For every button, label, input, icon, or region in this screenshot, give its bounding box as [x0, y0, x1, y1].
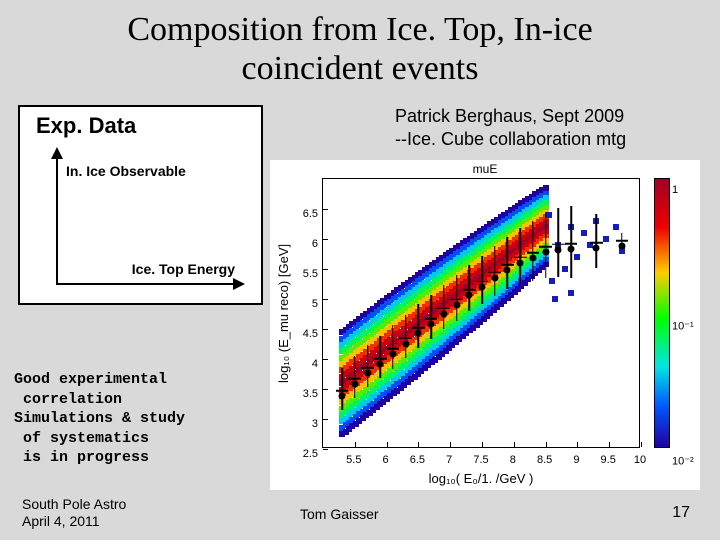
errorbar-x — [488, 272, 501, 274]
profile-point — [364, 370, 371, 377]
errorbar-x — [336, 390, 349, 392]
errorbar-x — [348, 378, 361, 380]
profile-point — [377, 361, 384, 368]
xtick: 6.5 — [410, 454, 425, 466]
profile-point — [402, 340, 409, 347]
errorbar-x — [590, 242, 603, 244]
errorbar-x — [616, 240, 629, 242]
xtick: 7.5 — [473, 454, 488, 466]
attribution-line-1: Patrick Berghaus, Sept 2009 — [395, 106, 624, 126]
profile-point — [593, 245, 600, 252]
errorbar-x — [425, 318, 438, 320]
profile-point — [440, 310, 447, 317]
density-cell — [543, 185, 549, 191]
attribution-line-2: --Ice. Cube collaboration mtg — [395, 129, 626, 149]
title-line-2: coincident events — [242, 50, 479, 87]
density-cell — [552, 296, 558, 302]
profile-point — [555, 246, 562, 253]
profile-point — [491, 274, 498, 281]
footer-date: April 4, 2011 — [22, 513, 100, 529]
profile-point — [568, 246, 575, 253]
errorbar-x — [399, 338, 412, 340]
footer-author: Tom Gaisser — [300, 506, 379, 522]
errorbar-x — [565, 243, 578, 245]
schematic-box: Exp. Data In. Ice Observable Ice. Top En… — [18, 105, 263, 305]
density-cell — [562, 266, 568, 272]
chart-plot-area — [322, 178, 640, 448]
chart-ylabel: log₁₀ (E_mu reco) [GeV] — [276, 178, 294, 448]
chart-xlabel: log₁₀( E₀/1. /GeV ) — [322, 471, 640, 486]
xtick: 9 — [573, 454, 579, 466]
density-cell — [549, 278, 555, 284]
errorbar-x — [552, 243, 565, 245]
profile-point — [529, 255, 536, 262]
errorbar-x — [527, 252, 540, 254]
profile-point — [453, 301, 460, 308]
attribution: Patrick Berghaus, Sept 2009 --Ice. Cube … — [395, 105, 626, 150]
profile-point — [504, 267, 511, 274]
xtick: 7 — [446, 454, 452, 466]
colorbar — [654, 178, 670, 448]
profile-point — [389, 351, 396, 358]
footer-venue: South Pole Astro — [22, 496, 126, 512]
xtick: 5.5 — [346, 454, 361, 466]
errorbar-x — [361, 367, 374, 369]
errorbar-x — [437, 308, 450, 310]
title-line-1: Composition from Ice. Top, In-ice — [127, 11, 592, 48]
errorbar-x — [514, 257, 527, 259]
profile-point — [542, 249, 549, 256]
xtick: 8.5 — [537, 454, 552, 466]
schematic-title: Exp. Data — [36, 113, 136, 139]
errorbar-x — [387, 348, 400, 350]
progress-note: Good experimental correlation Simulation… — [14, 370, 185, 468]
scatter-chart: muE log₁₀ (E_mu reco) [GeV] log₁₀( E₀/1.… — [270, 160, 700, 490]
profile-point — [351, 381, 358, 388]
density-cell — [603, 236, 609, 242]
schematic-x-axis-icon — [56, 283, 243, 285]
density-cell — [581, 230, 587, 236]
profile-point — [428, 321, 435, 328]
schematic-xlabel: Ice. Top Energy — [132, 261, 235, 277]
density-cell — [613, 224, 619, 230]
xtick: 8 — [510, 454, 516, 466]
density-cell — [546, 212, 552, 218]
colorbar-tick: 10⁻¹ — [672, 320, 694, 333]
profile-point — [618, 243, 625, 250]
errorbar-x — [412, 327, 425, 329]
errorbar-x — [501, 264, 514, 266]
footer-left: South Pole Astro April 4, 2011 — [22, 496, 126, 530]
errorbar-x — [450, 299, 463, 301]
slide-title: Composition from Ice. Top, In-ice coinci… — [0, 0, 720, 88]
errorbar-x — [374, 358, 387, 360]
density-cell — [568, 290, 574, 296]
chart-title: muE — [473, 162, 498, 176]
profile-point — [415, 330, 422, 337]
schematic-y-axis-icon — [56, 149, 58, 285]
xtick: 10 — [634, 454, 646, 466]
xtick: 9.5 — [601, 454, 616, 466]
schematic-ylabel: In. Ice Observable — [66, 163, 186, 179]
colorbar-tick: 10⁻² — [672, 455, 694, 468]
profile-point — [466, 292, 473, 299]
xtick: 6 — [383, 454, 389, 466]
errorbar-x — [463, 289, 476, 291]
profile-point — [517, 259, 524, 266]
errorbar-x — [539, 246, 552, 248]
errorbar-x — [476, 281, 489, 283]
density-cell — [574, 254, 580, 260]
profile-point — [339, 393, 346, 400]
footer-page: 17 — [672, 504, 690, 522]
colorbar-tick: 1 — [672, 184, 694, 196]
profile-point — [479, 283, 486, 290]
